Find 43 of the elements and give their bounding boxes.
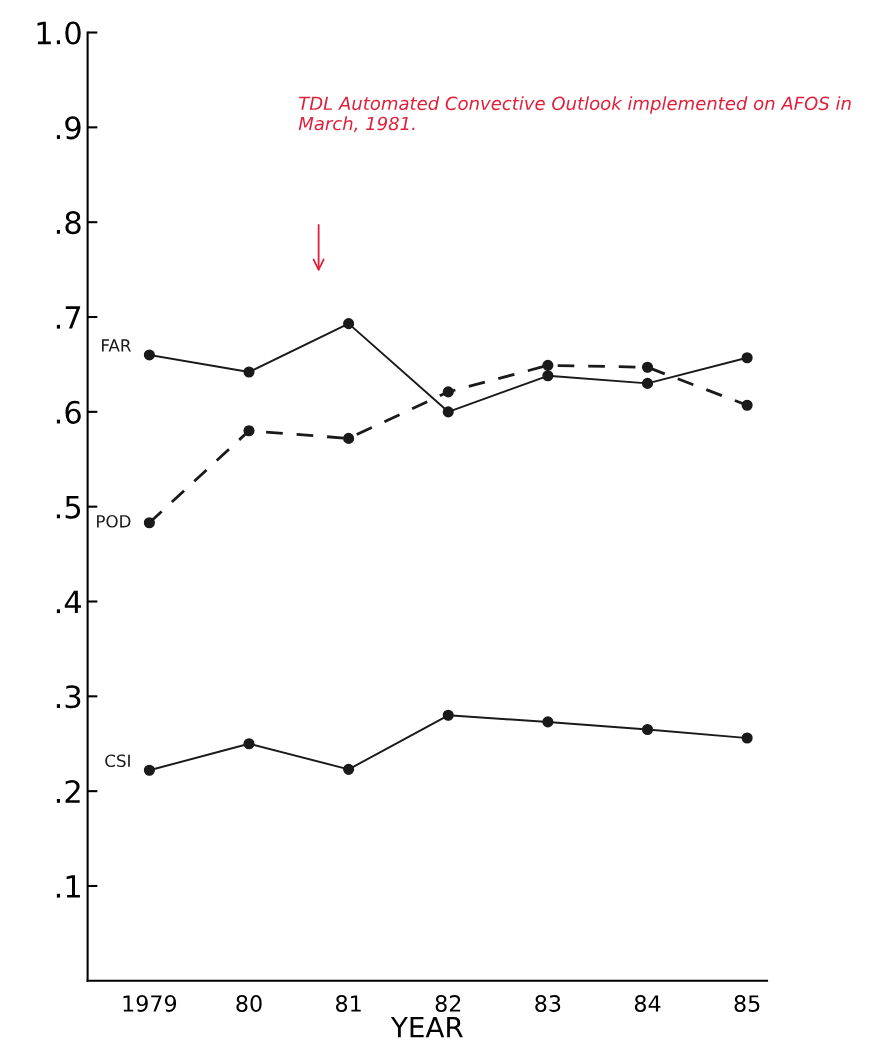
point xyxy=(741,732,753,744)
point xyxy=(143,349,155,361)
y-tick-label: .7 xyxy=(56,306,81,329)
point xyxy=(343,318,355,330)
point xyxy=(542,370,554,382)
annotation: TDL Automated Convective Outlook implemented on AFOS in March, 1981. xyxy=(298,96,851,133)
point xyxy=(442,386,454,398)
y-tick-label: .2 xyxy=(56,780,80,803)
point xyxy=(243,366,255,378)
y-tick-label: .6 xyxy=(56,400,81,424)
point xyxy=(442,406,454,418)
series-label: FAR xyxy=(102,339,131,352)
point xyxy=(343,763,355,775)
y-tick-label: .3 xyxy=(56,685,81,709)
x-tick-label: 81 xyxy=(336,995,361,1012)
point xyxy=(143,764,155,776)
point xyxy=(542,359,554,371)
x-axis-title: YEAR xyxy=(390,1017,463,1038)
series-label: POD xyxy=(97,515,131,528)
x-tick-label: 84 xyxy=(634,995,661,1012)
y-tick-label: .4 xyxy=(56,590,82,614)
y-tick-label: .5 xyxy=(56,496,81,519)
x-tick-label: 80 xyxy=(236,995,262,1012)
point xyxy=(542,716,554,728)
point xyxy=(343,432,355,444)
y-tick-label: .1 xyxy=(56,875,80,898)
point xyxy=(143,517,155,529)
y-tick-label: .9 xyxy=(56,116,81,140)
point xyxy=(741,399,753,411)
y-tick-label: 1.0 xyxy=(37,21,81,45)
point xyxy=(641,377,654,389)
x-tick-label: 1979 xyxy=(123,995,177,1012)
x-tick-label: 82 xyxy=(435,995,461,1012)
x-tick-label: 85 xyxy=(734,995,760,1012)
point xyxy=(442,709,454,721)
y-tick-label: .8 xyxy=(56,211,81,235)
series-label: CSI xyxy=(105,754,130,768)
point xyxy=(243,425,255,437)
point xyxy=(641,361,654,373)
point xyxy=(741,352,753,364)
x-tick-label: 83 xyxy=(535,995,561,1012)
point xyxy=(641,723,654,736)
point xyxy=(243,738,255,750)
